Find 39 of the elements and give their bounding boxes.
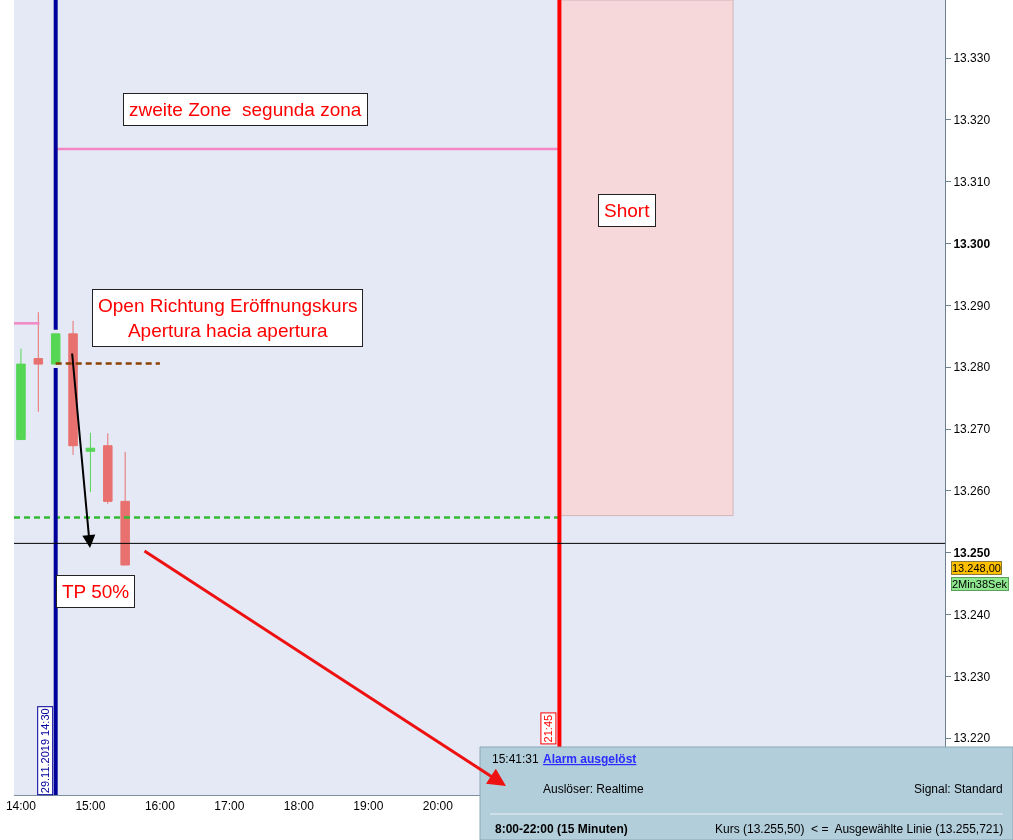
annotation: Signal: Standard (914, 782, 1003, 796)
y-tick-label: 13.330 (953, 51, 991, 66)
candlestick (33, 311, 44, 413)
x-tick-label: 17:00 (214, 799, 245, 814)
y-tick-label: 13.270 (953, 422, 991, 437)
annotation: Alarm ausgelöst (543, 752, 637, 766)
y-tick-label: 13.220 (953, 731, 991, 746)
y-tick-label: 13.310 (953, 174, 991, 189)
text: Kurs (13.255,50) < = Ausgewählte Linie (13.255,721) (715, 822, 1004, 836)
ref-line-label: 29.11.2019 14:30 (39, 708, 52, 794)
text: 2Min38Sek (952, 578, 1008, 590)
annotation: Auslöser: Realtime (543, 782, 645, 796)
x-tick-label: 19:00 (353, 799, 384, 814)
y-tick-label: 13.290 (953, 298, 991, 313)
annotation: TP 50% (62, 581, 130, 602)
annotation: Short (604, 200, 651, 221)
candlestick (120, 451, 130, 566)
annotation: 15:41:31 (492, 752, 540, 766)
y-tick-label: 13.230 (953, 669, 991, 684)
candlestick (50, 333, 61, 365)
y-tick-label: 13.280 (953, 360, 991, 375)
text: 13.248,00 (952, 562, 1001, 574)
text: 8:00-22:00 (15 Minuten) (495, 822, 628, 836)
candlestick (103, 432, 113, 505)
x-tick-label: 20:00 (422, 799, 454, 814)
x-tick-label: 15:00 (75, 799, 106, 814)
y-tick-label: 13.240 (953, 607, 991, 622)
x-tick-label: 14:00 (5, 799, 37, 814)
x-tick-label: 16:00 (144, 799, 176, 814)
x-tick-label: 18:00 (283, 799, 315, 814)
annotation: Open Richtung Eröffnungskurs Apertura hacia apertura (98, 295, 358, 341)
ref-line-label: 21:45 (542, 714, 555, 743)
candlestick (16, 348, 26, 441)
annotation: zweite Zone segunda zona (129, 99, 362, 120)
candlestick (85, 432, 96, 493)
y-tick-label: 13.300 (953, 236, 991, 251)
y-tick-label: 13.260 (953, 484, 991, 499)
y-tick-label: 13.320 (953, 113, 991, 128)
y-tick-label: 13.250 (953, 545, 991, 560)
